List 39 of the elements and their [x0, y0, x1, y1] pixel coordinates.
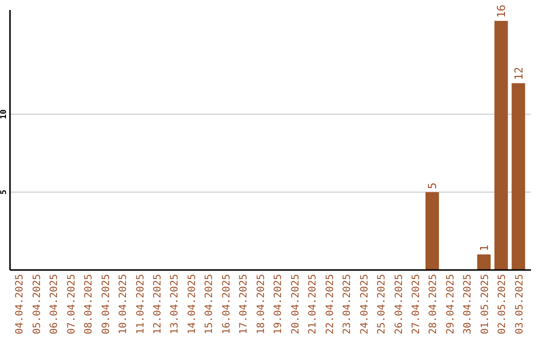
x-tick-label: 26.04.2025 [394, 274, 405, 334]
x-tick-label: 01.05.2025 [480, 274, 491, 334]
x-tick-label: 19.04.2025 [273, 274, 284, 334]
x-tick-label: 16.04.2025 [221, 274, 232, 334]
data-label: 5 [426, 182, 440, 190]
data-label: 16 [495, 4, 508, 18]
x-tick-label: 07.04.2025 [66, 274, 78, 334]
x-tick-label: 21.04.2025 [308, 274, 319, 334]
x-tick-label: 15.04.2025 [204, 274, 216, 334]
x-tick-label: 24.04.2025 [359, 274, 370, 334]
x-tick-label: 09.04.2025 [100, 274, 112, 334]
x-tick-label: 05.04.2025 [32, 274, 43, 334]
x-tick-label: 22.04.2025 [324, 274, 336, 334]
x-tick-label: 02.05.2025 [497, 274, 508, 334]
bar [477, 254, 491, 270]
bar [512, 83, 526, 270]
x-tick-label: 03.05.2025 [514, 274, 526, 334]
x-tick-label: 17.04.2025 [238, 274, 250, 334]
y-tick-label: 10 [0, 109, 8, 120]
x-tick-label: 18.04.2025 [256, 274, 267, 334]
x-tick-label: 28.04.2025 [428, 274, 440, 334]
x-tick-label: 30.04.2025 [462, 274, 474, 334]
bar [425, 192, 439, 270]
x-tick-label: 14.04.2025 [186, 274, 198, 334]
x-tick-label: 13.04.2025 [170, 274, 181, 334]
data-label: 12 [512, 66, 526, 80]
x-tick-label: 11.04.2025 [135, 274, 146, 334]
bar [494, 20, 508, 270]
data-label: 1 [478, 244, 491, 252]
x-tick-label: 10.04.2025 [118, 274, 130, 334]
x-tick-label: 08.04.2025 [84, 274, 95, 334]
x-tick-label: 29.04.2025 [445, 274, 456, 334]
x-tick-label: 25.04.2025 [376, 274, 388, 334]
x-tick-label: 27.04.2025 [410, 274, 422, 334]
x-tick-label: 06.04.2025 [49, 274, 60, 334]
x-tick-label: 23.04.2025 [342, 274, 354, 334]
x-tick-label: 12.04.2025 [152, 274, 164, 334]
x-tick-label: 20.04.2025 [290, 274, 302, 334]
x-tick-label: 04.04.2025 [14, 274, 26, 334]
